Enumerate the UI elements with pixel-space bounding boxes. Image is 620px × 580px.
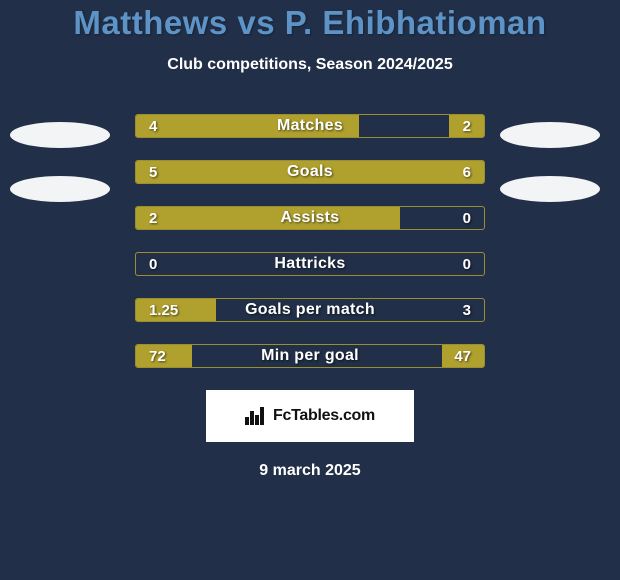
date-text: 9 march 2025 xyxy=(0,462,620,480)
subtitle: Club competitions, Season 2024/2025 xyxy=(0,56,620,74)
bar-left xyxy=(136,115,359,137)
bar-left xyxy=(136,161,293,183)
player-placeholder-icon xyxy=(500,122,600,148)
stat-value-left: 4 xyxy=(149,114,157,138)
stat-row: Goals per match1.25 3 xyxy=(0,298,620,322)
stat-row: Hattricks0 0 xyxy=(0,252,620,276)
stat-value-left: 1.25 xyxy=(149,298,178,322)
bar-track: Min per goal xyxy=(135,344,485,368)
bar-track: Goals xyxy=(135,160,485,184)
stat-value-left: 2 xyxy=(149,206,157,230)
stat-value-right: 3 xyxy=(463,298,471,322)
stat-rows: Matches42Goals56Assists20Hattricks00Goal… xyxy=(0,114,620,368)
bar-track: Goals per match xyxy=(135,298,485,322)
source-badge: FcTables.com xyxy=(206,390,414,442)
stat-row: Min per goal72 47 xyxy=(0,344,620,368)
player-placeholder-icon xyxy=(10,176,110,202)
bar-track: Matches xyxy=(135,114,485,138)
player-placeholder-icon xyxy=(10,122,110,148)
bar-left xyxy=(136,207,400,229)
player-placeholder-icon xyxy=(500,176,600,202)
stat-value-left: 72 xyxy=(149,344,166,368)
bar-label: Hattricks xyxy=(136,253,484,275)
stat-value-right: 0 xyxy=(463,206,471,230)
bar-track: Hattricks xyxy=(135,252,485,276)
stat-value-right: 2 xyxy=(463,114,471,138)
stat-value-right: 6 xyxy=(463,160,471,184)
bar-right xyxy=(293,161,484,183)
stat-value-right: 0 xyxy=(463,252,471,276)
stat-value-left: 0 xyxy=(149,252,157,276)
stat-value-right: 47 xyxy=(454,344,471,368)
bar-track: Assists xyxy=(135,206,485,230)
bar-chart-icon xyxy=(245,407,267,425)
infographic-container: Matthews vs P. Ehibhatioman Club competi… xyxy=(0,0,620,480)
stat-value-left: 5 xyxy=(149,160,157,184)
stat-row: Assists2 0 xyxy=(0,206,620,230)
main-title: Matthews vs P. Ehibhatioman xyxy=(0,4,620,42)
badge-text: FcTables.com xyxy=(273,407,375,425)
